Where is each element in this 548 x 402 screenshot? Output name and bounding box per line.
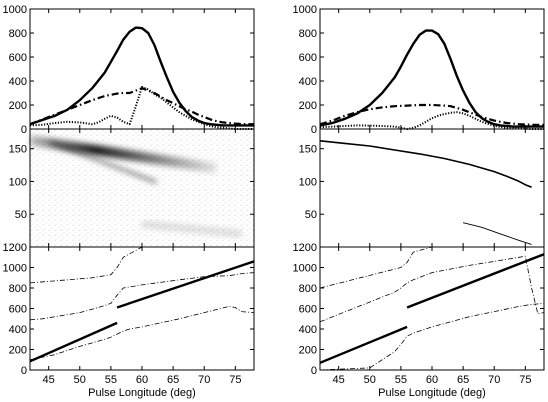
y-tick-label: 200 xyxy=(299,100,317,112)
right-top-frame xyxy=(319,8,545,130)
y-tick-label: 0 xyxy=(311,365,317,377)
right-middle-panel: 50 100 150 xyxy=(299,128,545,248)
right-middle-frame xyxy=(319,128,545,248)
y-tick-label: 600 xyxy=(299,52,317,64)
x-tick-label: 65 xyxy=(167,374,179,386)
x-tick-label: 50 xyxy=(74,374,86,386)
right-bottom-y-ticks: 0 200 400 600 800 1000 1200 xyxy=(293,242,544,377)
y-tick-label: 600 xyxy=(299,304,317,316)
y-tick-label: 1200 xyxy=(3,242,27,254)
y-tick-label: 100 xyxy=(299,176,317,188)
series-line-4 xyxy=(319,255,545,323)
series-line-1 xyxy=(319,29,544,128)
series-line-5 xyxy=(319,303,545,371)
y-tick-label: 800 xyxy=(9,28,27,40)
x-tick-label: 45 xyxy=(43,374,55,386)
right-middle-plot xyxy=(319,140,532,245)
x-tick-label: 55 xyxy=(395,374,407,386)
x-tick-label: 75 xyxy=(519,374,531,386)
series-line-1 xyxy=(29,321,118,363)
y-tick-label: 800 xyxy=(9,283,27,295)
series-line-3 xyxy=(319,246,544,289)
y-tick-label: 1000 xyxy=(3,263,27,275)
left-top-panel: 0 200 400 600 800 1000 xyxy=(3,4,255,136)
y-tick-label: 600 xyxy=(9,304,27,316)
y-tick-label: 0 xyxy=(21,124,27,136)
series-line-5 xyxy=(29,305,255,361)
heatmap-faint-track xyxy=(141,220,242,238)
right-bottom-panel: 0 200 400 600 800 1000 1200 45 50 55 60 65 70 75 Pul… xyxy=(293,242,545,399)
left-middle-y-ticks: 50 100 150 xyxy=(9,129,254,247)
heatmap-ridge xyxy=(29,135,242,238)
y-tick-label: 0 xyxy=(21,365,27,377)
left-x-axis-label: Pulse Longitude (deg) xyxy=(88,387,196,399)
y-tick-label: 400 xyxy=(299,76,317,88)
x-tick-label: 50 xyxy=(364,374,376,386)
y-tick-label: 1000 xyxy=(3,4,27,16)
series-line-3 xyxy=(319,111,544,130)
x-tick-label: 55 xyxy=(105,374,117,386)
y-tick-label: 800 xyxy=(299,28,317,40)
right-bottom-frame xyxy=(319,246,545,371)
right-top-y-ticks: 0 200 400 600 800 1000 xyxy=(293,4,544,136)
y-tick-label: 50 xyxy=(305,209,317,221)
series-line-2 xyxy=(319,103,544,126)
series-line-2 xyxy=(406,253,545,309)
y-tick-label: 50 xyxy=(15,209,27,221)
left-column: 0 200 400 600 800 1000 50 100 150 0 200 400 600 800… xyxy=(3,4,255,399)
right-x-axis-label: Pulse Longitude (deg) xyxy=(378,387,486,399)
y-tick-label: 1000 xyxy=(293,4,317,16)
y-tick-label: 400 xyxy=(9,324,27,336)
x-tick-label: 75 xyxy=(229,374,241,386)
left-x-ticks: 45 50 55 60 65 70 75 xyxy=(43,374,242,386)
x-tick-label: 70 xyxy=(198,374,210,386)
y-tick-label: 200 xyxy=(9,345,27,357)
y-tick-label: 150 xyxy=(299,144,317,156)
x-tick-label: 70 xyxy=(488,374,500,386)
y-tick-label: 400 xyxy=(9,76,27,88)
x-tick-label: 60 xyxy=(426,374,438,386)
x-tick-label: 60 xyxy=(136,374,148,386)
series-line-2 xyxy=(116,260,255,309)
right-bottom-plot xyxy=(319,246,545,371)
series-line-1 xyxy=(319,325,408,364)
right-x-ticks: 45 50 55 60 65 70 75 xyxy=(333,374,532,386)
y-tick-label: 1000 xyxy=(293,263,317,275)
y-tick-label: 600 xyxy=(9,52,27,64)
x-tick-label: 65 xyxy=(457,374,469,386)
series-line-2 xyxy=(29,87,254,126)
series-line-1 xyxy=(29,26,254,127)
heatmap-ridge-core xyxy=(49,140,158,184)
y-tick-label: 0 xyxy=(311,124,317,136)
x-tick-label: 45 xyxy=(333,374,345,386)
left-bottom-panel: 0 200 400 600 800 1000 1200 45 50 55 60 65 70 75 Pul… xyxy=(3,242,255,399)
y-tick-label: 150 xyxy=(9,144,27,156)
y-tick-label: 200 xyxy=(299,345,317,357)
left-middle-panel: 50 100 150 xyxy=(9,128,255,248)
series-line-3 xyxy=(29,246,254,284)
right-top-panel: 0 200 400 600 800 1000 xyxy=(293,4,545,136)
left-top-plot xyxy=(29,26,254,130)
left-bottom-y-ticks: 0 200 400 600 800 1000 1200 xyxy=(3,242,254,377)
left-bottom-plot xyxy=(29,246,255,363)
y-tick-label: 800 xyxy=(299,283,317,295)
y-tick-label: 400 xyxy=(299,324,317,336)
left-top-y-ticks: 0 200 400 600 800 1000 xyxy=(3,4,254,136)
y-tick-label: 1200 xyxy=(293,242,317,254)
series-line-1 xyxy=(319,140,532,189)
right-column: 0 200 400 600 800 1000 50 100 150 0 200 400 600 800… xyxy=(293,4,545,399)
right-top-plot xyxy=(319,29,544,130)
y-tick-label: 100 xyxy=(9,176,27,188)
series-line-4 xyxy=(29,272,255,321)
y-tick-label: 200 xyxy=(9,100,27,112)
right-middle-y-ticks: 50 100 150 xyxy=(299,129,544,247)
series-line-2 xyxy=(462,222,532,245)
